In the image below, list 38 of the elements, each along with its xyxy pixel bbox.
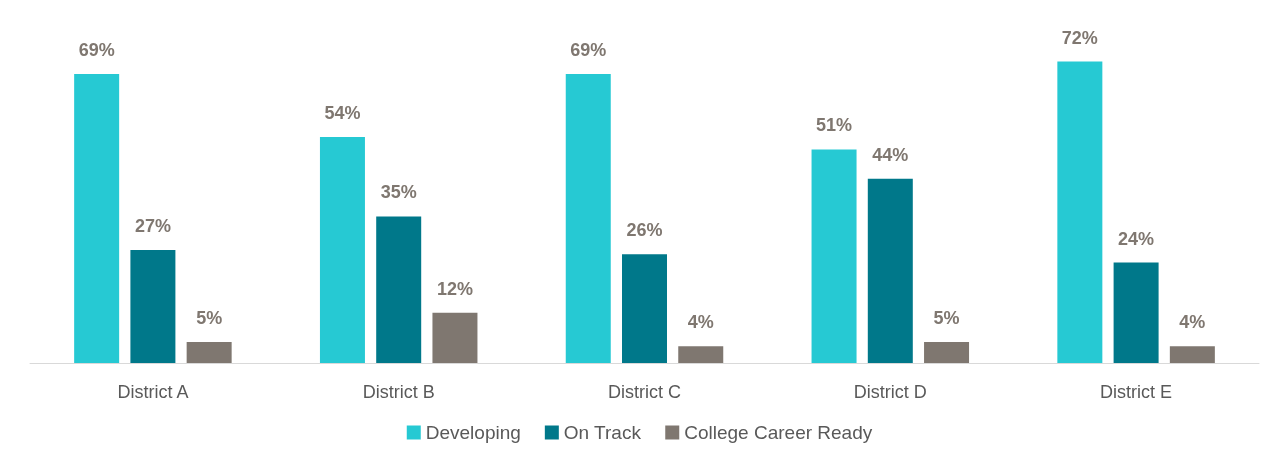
data-label: 69% [570, 40, 607, 61]
x-tick-label: District E [1100, 382, 1173, 402]
data-label: 4% [1179, 312, 1206, 333]
bar [867, 178, 913, 363]
data-label: 44% [872, 144, 909, 165]
bar [319, 136, 365, 363]
data-label: 24% [1118, 228, 1155, 249]
bar [432, 312, 478, 363]
data-label: 4% [687, 312, 714, 333]
data-label: 51% [816, 115, 853, 136]
bar [565, 74, 611, 363]
bar [186, 342, 232, 363]
bar [924, 342, 970, 363]
bar [1169, 346, 1215, 363]
x-tick-label: District D [853, 382, 927, 402]
legend-label: Developing [425, 422, 521, 443]
bar [1057, 61, 1103, 363]
data-label: 72% [1061, 27, 1098, 48]
bar [678, 346, 724, 363]
data-label: 26% [626, 220, 663, 241]
bar [622, 254, 667, 363]
x-tick-label: District B [362, 382, 435, 402]
bar [811, 149, 857, 363]
x-tick-label: District C [608, 382, 681, 402]
bar [74, 74, 120, 363]
data-label: 54% [324, 102, 361, 123]
data-label: 27% [134, 215, 171, 236]
bar [130, 249, 176, 363]
x-tick-label: District A [117, 382, 189, 402]
legend-label: On Track [563, 422, 642, 443]
data-label: 12% [436, 278, 473, 299]
legend-label: College Career Ready [684, 422, 873, 443]
data-label: 35% [380, 182, 417, 203]
bar [376, 216, 422, 363]
data-label: 5% [196, 308, 223, 329]
data-label: 5% [933, 308, 960, 329]
bar [1113, 262, 1159, 363]
data-label: 69% [78, 40, 115, 61]
